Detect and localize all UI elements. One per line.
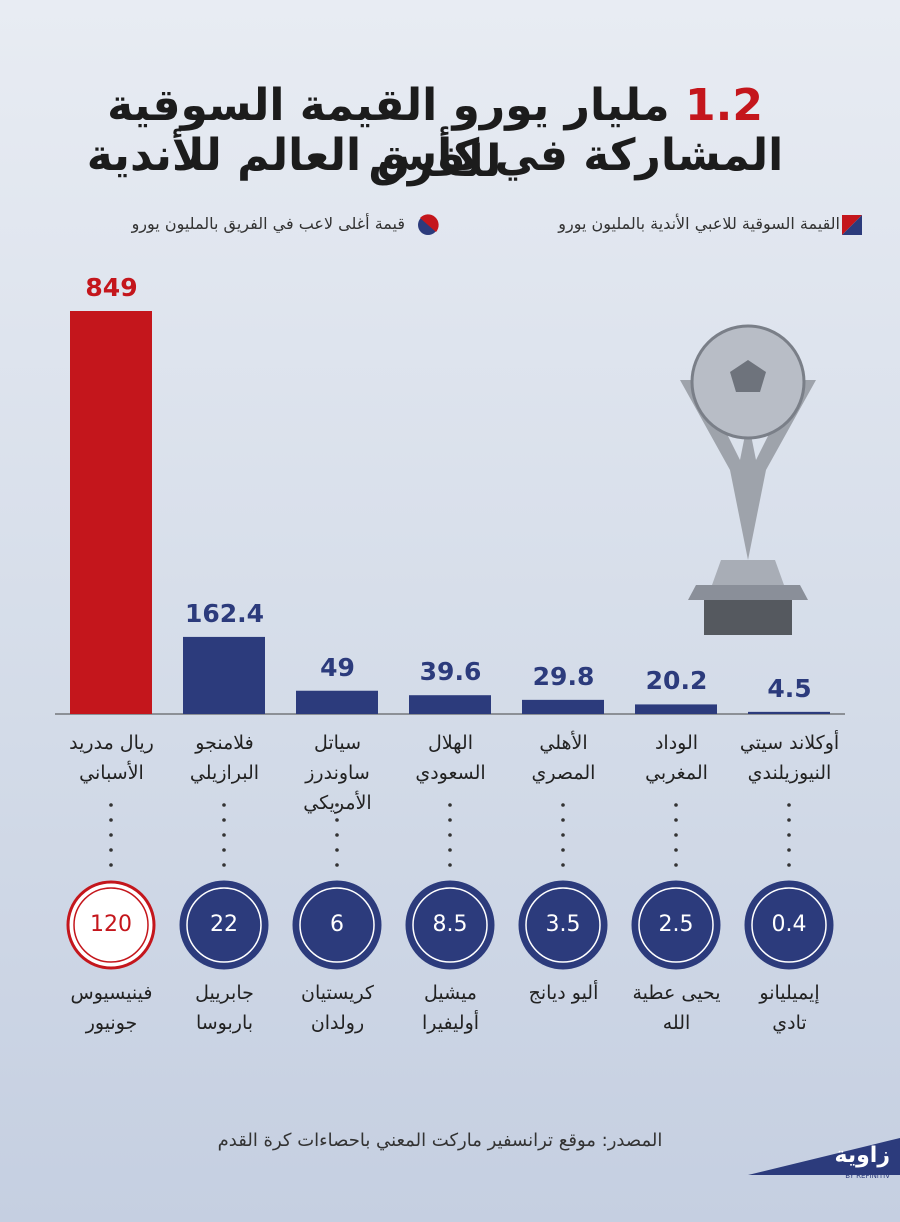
dot <box>787 848 791 852</box>
dot <box>674 818 678 822</box>
dot <box>787 803 791 807</box>
dot <box>674 803 678 807</box>
dot <box>787 863 791 867</box>
value-label: 20.2 <box>645 666 708 696</box>
dot <box>335 833 339 837</box>
dot <box>109 803 113 807</box>
trophy <box>680 324 816 635</box>
dot <box>448 848 452 852</box>
dot <box>674 863 678 867</box>
player-name: كريستيان رولدان <box>301 982 374 1034</box>
dot <box>109 863 113 867</box>
title-line: 1.2 مليار يورو القيمة السوقية للفرق <box>40 78 830 190</box>
legend-label: القيمة السوقية للاعبي الأندية بالمليون ي… <box>558 214 840 233</box>
dot <box>222 818 226 822</box>
legend-swatch <box>842 215 862 235</box>
dot <box>561 863 565 867</box>
bar <box>183 636 265 714</box>
dot <box>109 833 113 837</box>
player-value: 3.5 <box>545 912 581 937</box>
value-label: 29.8 <box>532 661 595 691</box>
player-value: 8.5 <box>432 912 468 937</box>
player-ring <box>638 887 714 963</box>
x-tick-label: الوداد المغربي <box>645 732 708 784</box>
bar <box>635 704 717 714</box>
logo: زاوية <box>834 1143 890 1168</box>
player-ring <box>186 887 262 963</box>
dot <box>674 833 678 837</box>
dot <box>674 848 678 852</box>
bar <box>522 699 604 714</box>
player-circle <box>292 880 382 970</box>
player-ring <box>299 887 375 963</box>
player-circle <box>631 880 721 970</box>
value-label: 849 <box>85 273 138 302</box>
title-text: مليار يورو القيمة السوقية للفرق <box>107 80 670 187</box>
player-ring <box>73 887 149 963</box>
player-value: 2.5 <box>658 912 694 937</box>
logo-shape <box>748 1138 900 1175</box>
player-name: أليو ديانج <box>528 982 599 1004</box>
dot <box>787 818 791 822</box>
player-value: 120 <box>90 912 132 937</box>
bar <box>409 695 491 714</box>
dot <box>448 818 452 822</box>
bar <box>70 311 152 714</box>
player-name: فينيسيوس جونيور <box>70 982 153 1034</box>
player-ring <box>525 887 601 963</box>
title-line: المشاركة في كأس العالم للأندية <box>86 130 784 181</box>
dot <box>335 848 339 852</box>
dot <box>335 863 339 867</box>
dot <box>335 818 339 822</box>
dot <box>448 863 452 867</box>
player-circle <box>179 880 269 970</box>
title-number: 1.2 <box>684 80 763 131</box>
player-ring <box>751 887 827 963</box>
dot <box>561 818 565 822</box>
player-circle <box>66 880 156 970</box>
value-label: 162.4 <box>184 598 265 628</box>
dot <box>561 848 565 852</box>
x-tick-label: أوكلاند سيتي النيوزيلندي <box>739 732 840 784</box>
legend-label: قيمة أغلى لاعب في الفريق بالمليون يورو <box>131 214 405 233</box>
player-circle <box>405 880 495 970</box>
bar <box>296 690 378 714</box>
player-name: ميشيل أوليفيرا <box>421 982 480 1034</box>
x-tick-label: الهلال السعودي <box>415 732 486 784</box>
value-label: 4.5 <box>767 673 812 703</box>
dot <box>561 803 565 807</box>
dot <box>561 833 565 837</box>
dot <box>448 833 452 837</box>
dot <box>109 848 113 852</box>
player-value: 22 <box>210 912 238 937</box>
x-tick-label: سياتل ساوندرز الأمريكي <box>303 732 372 814</box>
dot <box>787 833 791 837</box>
player-name: جابرييل باربوسا <box>195 982 254 1034</box>
bar <box>748 711 830 714</box>
player-value: 6 <box>330 912 344 937</box>
player-value: 0.4 <box>771 912 807 937</box>
x-tick-label: فلامنجو البرازيلي <box>189 732 260 784</box>
source: المصدر: موقع ترانسفير ماركت المعني باحصا… <box>217 1130 663 1151</box>
dot <box>222 863 226 867</box>
player-ring <box>412 887 488 963</box>
value-label: 39.6 <box>419 657 482 687</box>
player-circle <box>744 880 834 970</box>
value-label: 49 <box>320 652 355 682</box>
logo-sub: BY REFINITIV <box>845 1172 890 1180</box>
player-name: يحيى عطية الله <box>632 982 721 1034</box>
dot <box>222 803 226 807</box>
dot <box>222 833 226 837</box>
legend-swatch <box>420 214 439 232</box>
player-circle <box>518 880 608 970</box>
dot <box>222 848 226 852</box>
dot <box>109 818 113 822</box>
player-name: إيميليانو تادي <box>759 982 820 1034</box>
x-tick-label: الأهلي المصري <box>531 732 596 784</box>
x-tick-label: ريال مدريد الأسباني <box>69 732 154 784</box>
dot <box>448 803 452 807</box>
dot <box>335 803 339 807</box>
